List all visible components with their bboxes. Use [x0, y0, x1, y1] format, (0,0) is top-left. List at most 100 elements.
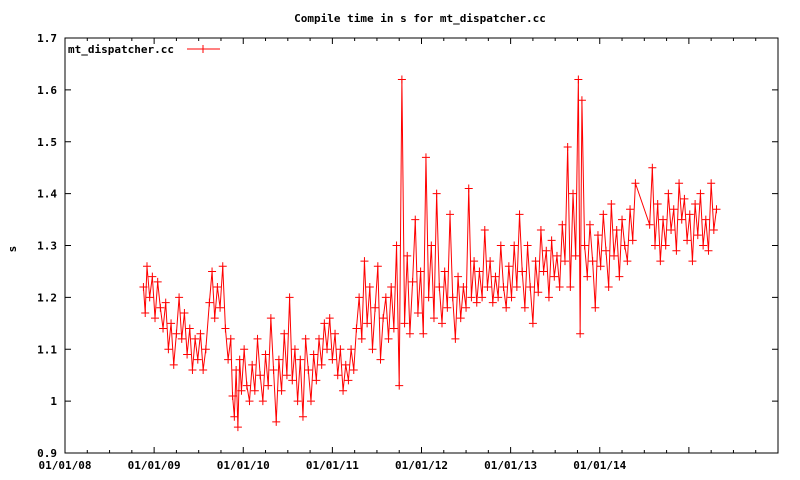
data-point — [317, 360, 326, 369]
data-point — [387, 283, 396, 291]
data-point — [205, 298, 214, 307]
data-point — [315, 334, 324, 343]
data-point — [512, 283, 521, 291]
data-point — [177, 334, 186, 343]
data-point — [288, 376, 297, 385]
data-point — [707, 179, 716, 188]
data-point — [226, 334, 235, 343]
data-point — [411, 215, 420, 224]
data-point — [306, 397, 315, 406]
y-tick-label: 1.4 — [37, 188, 57, 201]
data-point — [427, 241, 436, 250]
data-point — [628, 236, 637, 245]
data-point — [282, 371, 291, 380]
data-point — [631, 179, 640, 188]
data-point — [704, 246, 713, 255]
data-point — [534, 288, 543, 297]
data-point — [325, 314, 334, 323]
data-point — [336, 345, 345, 354]
data-point — [451, 334, 460, 343]
data-point — [413, 308, 422, 317]
data-point — [429, 314, 438, 323]
data-point — [210, 314, 219, 323]
data-point — [544, 293, 553, 302]
data-point — [228, 391, 237, 400]
data-point — [435, 283, 444, 291]
data-point — [290, 345, 299, 354]
data-point — [696, 189, 705, 198]
data-point — [480, 225, 489, 234]
data-point — [216, 303, 225, 312]
data-point — [256, 371, 265, 380]
data-point — [185, 324, 194, 333]
x-tick-label: 01/01/10 — [217, 459, 270, 472]
data-point — [296, 355, 305, 364]
data-point — [301, 334, 310, 343]
data-point — [536, 225, 545, 234]
y-tick-label: 1.6 — [37, 84, 57, 97]
data-point — [478, 293, 487, 302]
data-point — [235, 355, 244, 364]
y-tick-label: 1.7 — [37, 32, 57, 45]
data-point — [419, 329, 428, 338]
data-point — [580, 241, 589, 250]
data-point — [443, 303, 452, 312]
data-point — [142, 262, 151, 271]
data-point — [583, 272, 592, 281]
data-point — [323, 345, 332, 354]
data-point — [408, 277, 417, 286]
data-point — [675, 179, 684, 188]
data-point — [712, 205, 721, 214]
data-point — [347, 345, 356, 354]
data-point — [172, 329, 181, 338]
x-tick-label: 01/01/11 — [306, 459, 359, 472]
data-point — [664, 189, 673, 198]
series-mt-dispatcher — [139, 75, 721, 432]
data-point — [685, 210, 694, 219]
x-tick-label: 01/01/13 — [484, 459, 537, 472]
data-point — [542, 246, 551, 255]
data-point — [355, 293, 364, 302]
data-point — [612, 225, 621, 234]
data-point — [405, 329, 414, 338]
data-point — [339, 386, 348, 395]
data-point — [539, 267, 548, 276]
y-tick-label: 1.1 — [37, 343, 57, 356]
data-point — [577, 96, 586, 105]
data-point — [208, 267, 217, 276]
data-point — [139, 283, 148, 291]
data-point — [653, 200, 662, 208]
data-point — [272, 417, 281, 426]
data-point — [392, 241, 401, 250]
data-point — [224, 355, 233, 364]
data-point — [448, 293, 457, 302]
data-point — [467, 293, 476, 302]
data-point — [312, 376, 321, 385]
data-point — [528, 319, 537, 328]
data-point — [672, 246, 681, 255]
data-point — [659, 215, 668, 224]
data-point — [491, 272, 500, 281]
data-point — [462, 303, 471, 312]
data-point — [563, 142, 572, 151]
data-point — [349, 366, 358, 374]
data-point — [585, 220, 594, 229]
data-point — [459, 283, 468, 291]
data-point — [274, 355, 283, 364]
data-point — [475, 267, 484, 276]
data-point — [488, 298, 497, 307]
data-point — [596, 262, 605, 271]
data-point — [454, 272, 463, 281]
y-tick-label: 1.3 — [37, 240, 57, 253]
data-point — [218, 262, 227, 271]
data-point — [169, 360, 178, 369]
data-point — [518, 267, 527, 276]
x-tick-label: 01/01/14 — [573, 459, 626, 472]
data-point — [191, 334, 200, 343]
data-point — [424, 293, 433, 302]
data-point — [680, 194, 689, 203]
data-point — [151, 314, 160, 323]
data-point — [331, 329, 340, 338]
data-point — [558, 220, 567, 229]
